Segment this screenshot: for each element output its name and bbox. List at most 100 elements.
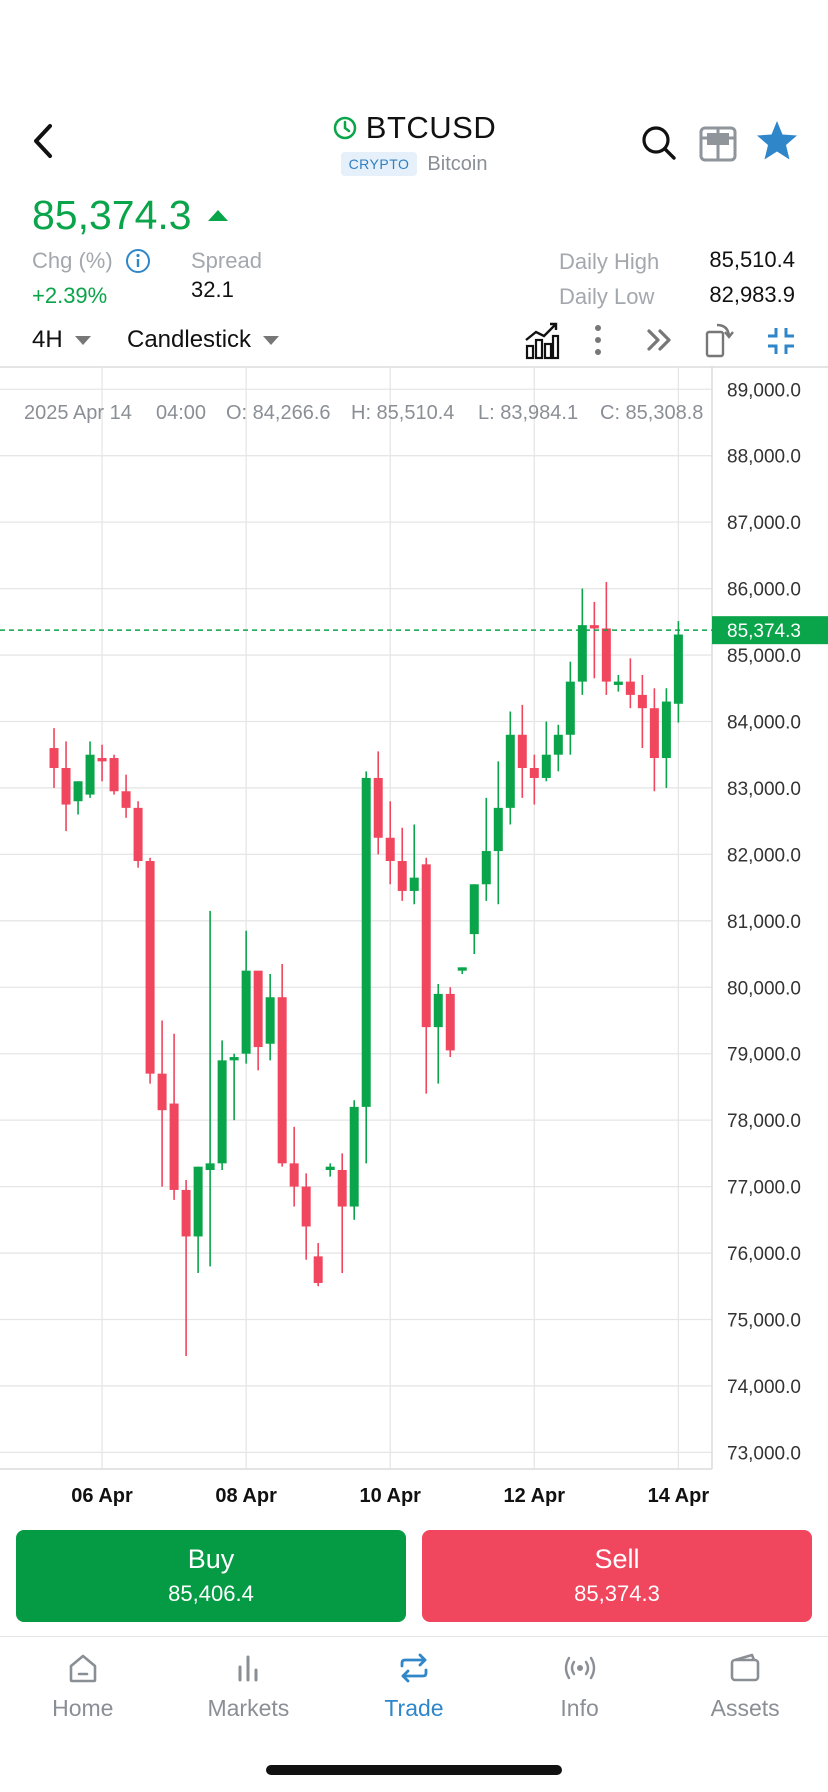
- y-tick-label: 78,000.0: [727, 1111, 801, 1132]
- asset-class-badge: CRYPTO: [340, 152, 418, 176]
- indicators-button[interactable]: [524, 320, 560, 360]
- y-tick-label: 89,000.0: [727, 380, 801, 401]
- y-tick-label: 83,000.0: [727, 779, 801, 800]
- chart-type-value: Candlestick: [127, 326, 252, 353]
- candle-body: [73, 781, 83, 802]
- y-tick-label: 86,000.0: [727, 580, 801, 601]
- candle-body: [301, 1186, 311, 1227]
- spread-label: Spread: [191, 248, 262, 273]
- x-tick-label: 10 Apr: [359, 1485, 421, 1506]
- candle-body: [397, 861, 407, 891]
- candle-body: [157, 1073, 167, 1111]
- info-icon[interactable]: [125, 248, 151, 274]
- nav-item-assets[interactable]: Assets: [662, 1637, 828, 1736]
- markets-icon: [238, 1655, 258, 1682]
- collapse-icon: [768, 328, 794, 354]
- nav-item-trade[interactable]: Trade: [331, 1637, 497, 1736]
- y-tick-label: 81,000.0: [727, 912, 801, 933]
- candle-body: [673, 634, 683, 704]
- nav-label-trade: Trade: [384, 1695, 444, 1721]
- candle-body: [229, 1057, 239, 1061]
- buy-label: Buy: [187, 1544, 235, 1574]
- candle-body: [457, 967, 467, 971]
- nav-label-markets: Markets: [207, 1695, 290, 1721]
- candle-body: [637, 694, 647, 709]
- candle-body: [505, 734, 515, 808]
- widget-icon: [699, 126, 737, 162]
- candle-body: [217, 1060, 227, 1164]
- symbol-name: Bitcoin: [427, 152, 488, 175]
- sell-label: Sell: [594, 1544, 640, 1574]
- symbol-subtitle-row: CRYPTO Bitcoin: [0, 152, 828, 176]
- more-button[interactable]: [585, 322, 611, 358]
- back-button[interactable]: [24, 118, 64, 164]
- rotate-icon: [705, 323, 734, 358]
- candle-body: [469, 884, 479, 935]
- candle-body: [193, 1166, 203, 1237]
- candle-body: [121, 791, 131, 808]
- candlestick-chart[interactable]: 89,000.0 88,000.0 87,000.0 86,000.0 85,000.0…: [0, 366, 828, 1506]
- y-tick-label: 82,000.0: [727, 845, 801, 866]
- candle-body: [445, 993, 455, 1051]
- nav-label-info: Info: [560, 1695, 599, 1721]
- back-icon: [34, 124, 52, 158]
- candle-body: [649, 708, 659, 759]
- x-tick-label: 08 Apr: [215, 1485, 277, 1506]
- change-label-row: Chg (%): [32, 248, 151, 274]
- timeframe-select[interactable]: 4H: [32, 326, 91, 354]
- daily-high-label: Daily High: [559, 249, 660, 274]
- candle-body: [565, 681, 575, 735]
- candle-body: [277, 997, 287, 1164]
- readout-high: H: 85,510.4: [351, 402, 454, 424]
- y-tick-label: 74,000.0: [727, 1377, 801, 1398]
- daily-low-value: 82,983.9: [709, 282, 795, 307]
- candle-body: [661, 701, 671, 759]
- readout-time: 04:00: [156, 402, 206, 424]
- candle-body: [133, 807, 143, 862]
- exit-fullscreen-button[interactable]: [764, 324, 798, 358]
- candle-body: [85, 754, 95, 795]
- candle-body: [337, 1169, 347, 1207]
- candle-body: [169, 1103, 179, 1190]
- candle-body: [181, 1189, 191, 1237]
- nav-item-markets[interactable]: Markets: [166, 1637, 332, 1736]
- current-price-tag: [712, 616, 828, 645]
- sell-button[interactable]: Sell 85,374.3: [422, 1530, 812, 1622]
- candle-body: [385, 837, 395, 862]
- candle-body: [145, 861, 155, 1074]
- chevron-down-icon: [74, 335, 91, 345]
- candle-body: [265, 997, 275, 1044]
- y-tick-label: 79,000.0: [727, 1045, 801, 1066]
- nav-item-info[interactable]: Info: [497, 1637, 663, 1736]
- current-price-label: 85,374.3: [727, 621, 801, 642]
- wallet-icon: [730, 1653, 760, 1682]
- forward-icon: [647, 329, 671, 351]
- spread-value: 32.1: [191, 277, 234, 302]
- nav-item-home[interactable]: Home: [0, 1637, 166, 1736]
- change-label: Chg (%): [32, 248, 113, 273]
- daily-low-label: Daily Low: [559, 284, 655, 309]
- info-broadcast-icon: [564, 1656, 595, 1680]
- candle-body: [577, 625, 587, 682]
- search-button[interactable]: [638, 122, 678, 162]
- candle-body: [205, 1163, 215, 1170]
- candle-body: [313, 1256, 323, 1283]
- y-tick-label: 85,000.0: [727, 646, 801, 667]
- candle-body: [613, 681, 623, 685]
- candle-body: [517, 734, 527, 768]
- nav-label-home: Home: [52, 1695, 114, 1721]
- candle-body: [409, 877, 419, 891]
- y-tick-label: 80,000.0: [727, 978, 801, 999]
- candle-body: [625, 681, 635, 695]
- buy-button[interactable]: Buy 85,406.4: [16, 1530, 406, 1622]
- more-icon: [595, 325, 601, 355]
- widget-button[interactable]: [698, 124, 738, 164]
- x-tick-label: 12 Apr: [504, 1485, 566, 1506]
- favorite-button[interactable]: [754, 118, 800, 164]
- chart-type-select[interactable]: Candlestick: [127, 326, 280, 354]
- candle-body: [325, 1166, 335, 1170]
- readout-open: O: 84,266.6: [226, 402, 331, 424]
- x-tick-label: 14 Apr: [648, 1485, 710, 1506]
- rotate-button[interactable]: [703, 320, 735, 358]
- forward-button[interactable]: [644, 324, 676, 356]
